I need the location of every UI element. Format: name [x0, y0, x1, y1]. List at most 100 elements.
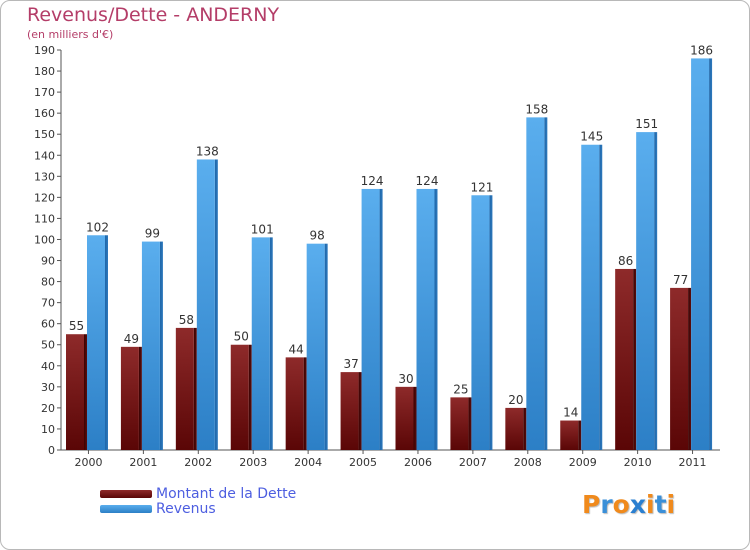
- y-tick-label: 90: [41, 255, 55, 268]
- data-label-revenus: 145: [580, 130, 603, 144]
- chart-title: Revenus/Dette - ANDERNY: [27, 4, 280, 26]
- bar-dette-side: [523, 407, 527, 450]
- data-label-dette: 44: [289, 342, 304, 356]
- bar-dette-side: [468, 397, 472, 450]
- bar-revenus-side: [654, 132, 658, 450]
- bar-revenus: [87, 235, 105, 450]
- data-label-dette: 49: [124, 332, 139, 346]
- legend-swatch-revenus: [100, 504, 152, 513]
- bar-revenus-side: [105, 235, 108, 450]
- bar-revenus-side: [599, 144, 603, 450]
- x-tick-label: 2011: [679, 456, 707, 469]
- bar-dette-side: [138, 346, 142, 450]
- bar-dette: [560, 420, 579, 450]
- bar-revenus: [361, 188, 380, 450]
- x-tick-label: 2005: [349, 456, 377, 469]
- legend-item-dette: Montant de la Dette: [100, 485, 297, 502]
- y-tick-label: 100: [34, 233, 55, 246]
- bar-revenus: [471, 195, 490, 450]
- bar-dette-side: [248, 344, 252, 450]
- data-label-dette: 37: [343, 357, 358, 371]
- bar-dette-side: [578, 420, 582, 450]
- bar-dette-side: [413, 386, 417, 450]
- bar-dette-side: [303, 357, 307, 450]
- logo-letter: t: [654, 490, 667, 519]
- y-tick-label: 30: [41, 381, 55, 394]
- y-tick-label: 20: [41, 402, 55, 415]
- data-label-revenus: 138: [196, 144, 219, 158]
- logo-letter: P: [582, 490, 601, 519]
- x-tick-label: 2010: [624, 456, 652, 469]
- axes: 0 10 20 30 40 50 60 70 80 90 100 110 120 130 140 150 160…: [34, 44, 720, 469]
- x-tick-label: 2003: [239, 456, 267, 469]
- data-label-revenus: 124: [416, 174, 439, 188]
- bar-dette-side: [193, 327, 197, 450]
- bar-dette: [175, 327, 194, 450]
- bar-revenus-side: [544, 117, 548, 451]
- data-label-revenus: 121: [470, 180, 493, 194]
- legend-label-dette: Montant de la Dette: [156, 485, 297, 502]
- y-tick-label: 40: [41, 360, 55, 373]
- bar-dette-side: [358, 372, 362, 450]
- data-label-revenus: 101: [251, 222, 274, 236]
- y-tick-label: 170: [34, 86, 55, 99]
- bar-revenus: [306, 243, 325, 450]
- logo-letter: i: [666, 490, 676, 519]
- bar-revenus: [196, 159, 215, 450]
- data-label-revenus: 99: [145, 227, 160, 241]
- y-tick-label: 0: [48, 444, 55, 457]
- data-label-dette: 77: [673, 273, 688, 287]
- bar-dette: [615, 268, 634, 450]
- bar-revenus: [636, 132, 655, 450]
- bar-dette: [395, 386, 414, 450]
- bar-dette: [285, 357, 304, 450]
- data-label-dette: 58: [179, 313, 194, 327]
- x-tick-label: 2008: [514, 456, 542, 469]
- y-tick-label: 80: [41, 276, 55, 289]
- logo-letter: r: [600, 490, 613, 519]
- data-label-dette: 55: [69, 319, 84, 333]
- data-label-revenus: 102: [86, 220, 109, 234]
- bar-revenus: [581, 144, 600, 450]
- data-label-dette: 86: [618, 254, 633, 268]
- value-labels: 55 102 49 99 58 138 50 101 44 98 37 124 30 124 25 121 20…: [69, 43, 713, 419]
- bars: [66, 58, 713, 451]
- y-tick-label: 10: [41, 423, 55, 436]
- bar-revenus: [141, 241, 160, 450]
- y-tick-label: 160: [34, 107, 55, 120]
- bar-dette: [230, 344, 249, 450]
- bar-dette: [670, 287, 689, 450]
- proxiti-logo: Proxiti: [582, 490, 675, 519]
- data-label-dette: 25: [453, 382, 468, 396]
- legend-label-revenus: Revenus: [156, 500, 216, 517]
- x-tick-label: 2004: [294, 456, 322, 469]
- bar-dette: [450, 397, 469, 450]
- bar-dette: [120, 346, 139, 450]
- legend: Montant de la Dette Revenus: [100, 485, 297, 517]
- data-label-dette: 20: [508, 393, 523, 407]
- x-tick-label: 2002: [184, 456, 212, 469]
- x-tick-label: 2000: [74, 456, 102, 469]
- y-tick-label: 60: [41, 318, 55, 331]
- data-label-revenus: 186: [690, 43, 713, 57]
- data-label-dette: 30: [398, 372, 413, 386]
- bar-revenus-side: [709, 58, 713, 450]
- bar-dette: [340, 372, 359, 450]
- data-label-revenus: 98: [310, 229, 325, 243]
- data-label-dette: 14: [563, 406, 578, 420]
- logo-letter: o: [612, 490, 630, 519]
- y-tick-label: 50: [41, 339, 55, 352]
- x-tick-label: 2009: [569, 456, 597, 469]
- y-tick-label: 70: [41, 297, 55, 310]
- bar-revenus: [691, 58, 710, 450]
- bar-revenus-side: [434, 188, 438, 450]
- bar-dette: [505, 407, 524, 450]
- bar-revenus: [416, 188, 435, 450]
- bar-revenus-side: [324, 243, 328, 450]
- bar-revenus: [251, 237, 270, 450]
- bar-dette-side: [688, 287, 692, 450]
- bar-revenus: [526, 117, 545, 451]
- chart-subtitle: (en milliers d'€): [27, 28, 114, 41]
- x-tick-label: 2007: [459, 456, 487, 469]
- x-tick-label: 2006: [404, 456, 432, 469]
